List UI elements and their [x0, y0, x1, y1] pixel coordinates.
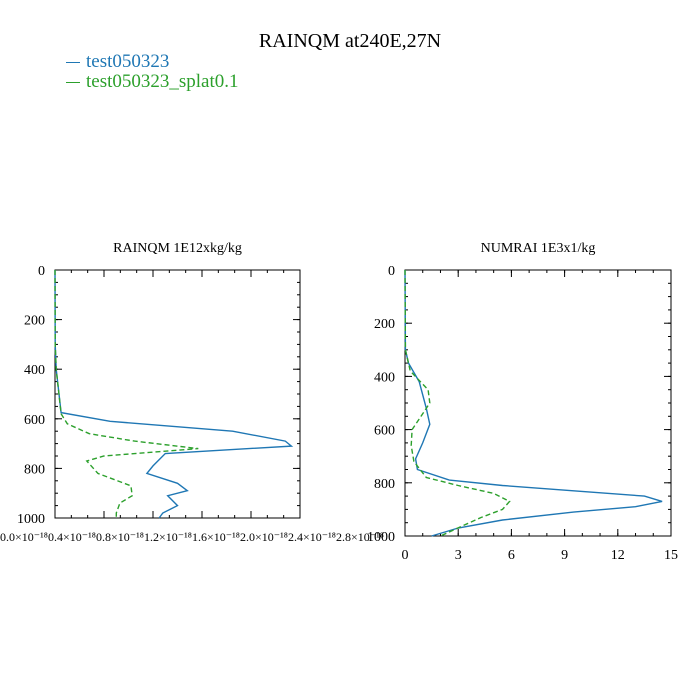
y-tick-label: 400 — [24, 363, 45, 378]
x-tick-label: 1.6×10⁻¹⁸ — [192, 530, 240, 544]
legend-entry-splat: test050323_splat0.1 — [66, 72, 239, 92]
y-tick-label: 400 — [374, 370, 395, 385]
series-line-test050323 — [404, 269, 663, 537]
x-tick-label: 2.8×10⁻¹⁸ — [336, 530, 384, 544]
series-line-test050323 — [54, 269, 294, 519]
x-tick-label: 0.8×10⁻¹⁸ — [96, 530, 144, 544]
y-tick-label: 200 — [24, 314, 45, 329]
x-tick-label: 1.2×10⁻¹⁸ — [144, 530, 192, 544]
y-tick-label: 0 — [38, 264, 45, 279]
x-tick-label: 9 — [561, 548, 568, 563]
legend-swatch-solid — [66, 62, 80, 64]
figure-title: RAINQM at240E,27N — [258, 30, 442, 52]
y-tick-label: 600 — [374, 424, 395, 439]
x-tick-label: 15 — [664, 548, 678, 563]
y-tick-label: 200 — [374, 317, 395, 332]
panel-title: RAINQM 1E12xkg/kg — [113, 241, 242, 256]
x-tick-label: 0 — [402, 548, 409, 563]
x-tick-label: 2.0×10⁻¹⁸ — [240, 530, 288, 544]
y-tick-label: 1000 — [17, 512, 45, 527]
plot-frame — [54, 269, 301, 519]
x-tick-label: 0.0×10⁻¹⁸ — [0, 530, 48, 544]
legend-label: test050323 — [86, 51, 170, 72]
panel-title: NUMRAI 1E3x1/kg — [481, 241, 596, 256]
series-line-splat — [404, 269, 511, 537]
series-line-splat — [54, 269, 199, 518]
y-tick-label: 0 — [388, 264, 395, 279]
y-tick-label: 800 — [374, 477, 395, 492]
legend: test050323 test050323_splat0.1 — [66, 52, 239, 92]
plot-frame — [404, 269, 672, 537]
x-tick-label: 0.4×10⁻¹⁸ — [48, 530, 96, 544]
x-tick-label: 12 — [611, 548, 625, 563]
x-tick-label: 2.4×10⁻¹⁸ — [288, 530, 336, 544]
legend-entry-test050323: test050323 — [66, 52, 239, 72]
y-tick-label: 800 — [24, 462, 45, 477]
y-tick-label: 600 — [24, 413, 45, 428]
y-tick-label: 1000 — [367, 530, 395, 545]
legend-swatch-dashed — [66, 82, 80, 84]
x-tick-label: 3 — [455, 548, 462, 563]
legend-label: test050323_splat0.1 — [86, 71, 239, 92]
x-tick-label: 6 — [508, 548, 515, 563]
